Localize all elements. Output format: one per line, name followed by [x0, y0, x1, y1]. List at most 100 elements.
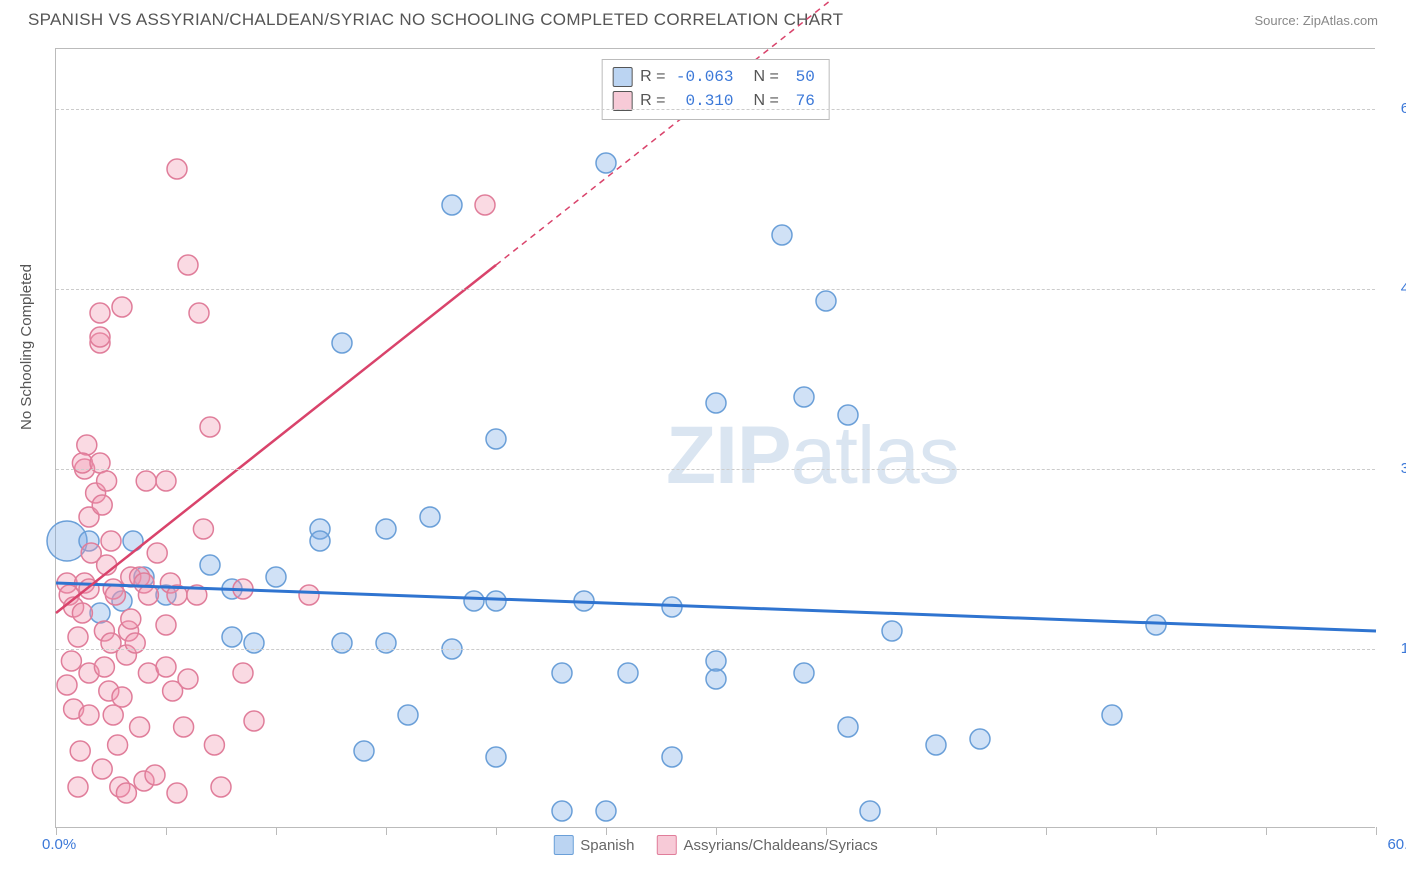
legend-label: Assyrians/Chaldeans/Syriacs — [683, 837, 877, 854]
y-axis-label: No Schooling Completed — [18, 264, 35, 430]
x-tick — [1046, 827, 1047, 835]
data-point — [68, 627, 88, 647]
data-point — [882, 621, 902, 641]
stats-row: R = -0.063N = 50 — [612, 65, 815, 89]
data-point — [145, 765, 165, 785]
x-axis-max-label: 60.0% — [1387, 836, 1406, 853]
data-point — [244, 633, 264, 653]
data-point — [112, 297, 132, 317]
legend-label: Spanish — [580, 837, 634, 854]
data-point — [116, 783, 136, 803]
data-point — [772, 225, 792, 245]
legend-swatch — [553, 835, 573, 855]
data-point — [794, 663, 814, 683]
data-point — [70, 741, 90, 761]
data-point — [618, 663, 638, 683]
data-point — [332, 633, 352, 653]
gridline — [56, 649, 1375, 650]
data-point — [662, 747, 682, 767]
legend-item: Spanish — [553, 835, 634, 855]
data-point — [706, 669, 726, 689]
data-point — [222, 627, 242, 647]
data-point — [596, 153, 616, 173]
data-point — [136, 471, 156, 491]
data-point — [92, 495, 112, 515]
data-point — [156, 657, 176, 677]
data-point — [77, 435, 97, 455]
legend-swatch — [656, 835, 676, 855]
data-point — [464, 591, 484, 611]
data-point — [1102, 705, 1122, 725]
data-point — [178, 669, 198, 689]
data-point — [90, 303, 110, 323]
data-point — [860, 801, 880, 821]
data-point — [332, 333, 352, 353]
data-point — [706, 651, 726, 671]
data-point — [167, 159, 187, 179]
data-point — [1146, 615, 1166, 635]
x-tick — [716, 827, 717, 835]
data-point — [299, 585, 319, 605]
data-point — [101, 531, 121, 551]
data-point — [90, 327, 110, 347]
data-point — [72, 603, 92, 623]
data-point — [794, 387, 814, 407]
data-point — [94, 657, 114, 677]
data-point — [838, 717, 858, 737]
data-point — [103, 705, 123, 725]
x-axis-min-label: 0.0% — [42, 836, 76, 853]
data-point — [354, 741, 374, 761]
data-point — [90, 453, 110, 473]
data-point — [130, 717, 150, 737]
data-point — [376, 519, 396, 539]
data-point — [486, 747, 506, 767]
x-tick — [56, 827, 57, 835]
legend-swatch — [612, 67, 632, 87]
data-point — [193, 519, 213, 539]
x-tick — [166, 827, 167, 835]
data-point — [125, 633, 145, 653]
x-tick — [1266, 827, 1267, 835]
data-point — [552, 663, 572, 683]
data-point — [108, 735, 128, 755]
data-point — [233, 663, 253, 683]
data-point — [244, 711, 264, 731]
data-point — [211, 777, 231, 797]
data-point — [266, 567, 286, 587]
correlation-stats-box: R = -0.063N = 50R = 0.310N = 76 — [601, 59, 830, 120]
data-point — [486, 591, 506, 611]
data-point — [310, 531, 330, 551]
data-point — [167, 783, 187, 803]
chart-title: SPANISH VS ASSYRIAN/CHALDEAN/SYRIAC NO S… — [28, 10, 843, 30]
data-point — [68, 777, 88, 797]
data-point — [200, 417, 220, 437]
x-tick — [386, 827, 387, 835]
x-tick — [496, 827, 497, 835]
x-tick — [606, 827, 607, 835]
data-point — [376, 633, 396, 653]
legend-item: Assyrians/Chaldeans/Syriacs — [656, 835, 877, 855]
x-tick — [936, 827, 937, 835]
data-point — [105, 585, 125, 605]
data-point — [475, 195, 495, 215]
data-point — [97, 471, 117, 491]
data-point — [79, 705, 99, 725]
data-point — [596, 801, 616, 821]
data-point — [156, 471, 176, 491]
data-point — [838, 405, 858, 425]
data-point — [57, 675, 77, 695]
data-point — [156, 615, 176, 635]
data-point — [178, 255, 198, 275]
data-point — [420, 507, 440, 527]
data-point — [442, 195, 462, 215]
data-point — [926, 735, 946, 755]
gridline — [56, 469, 1375, 470]
data-point — [398, 705, 418, 725]
data-point — [486, 429, 506, 449]
gridline — [56, 289, 1375, 290]
y-tick-label: 6.0% — [1380, 100, 1406, 117]
legend-swatch — [612, 91, 632, 111]
data-point — [816, 291, 836, 311]
y-tick-label: 4.5% — [1380, 280, 1406, 297]
data-point — [147, 543, 167, 563]
